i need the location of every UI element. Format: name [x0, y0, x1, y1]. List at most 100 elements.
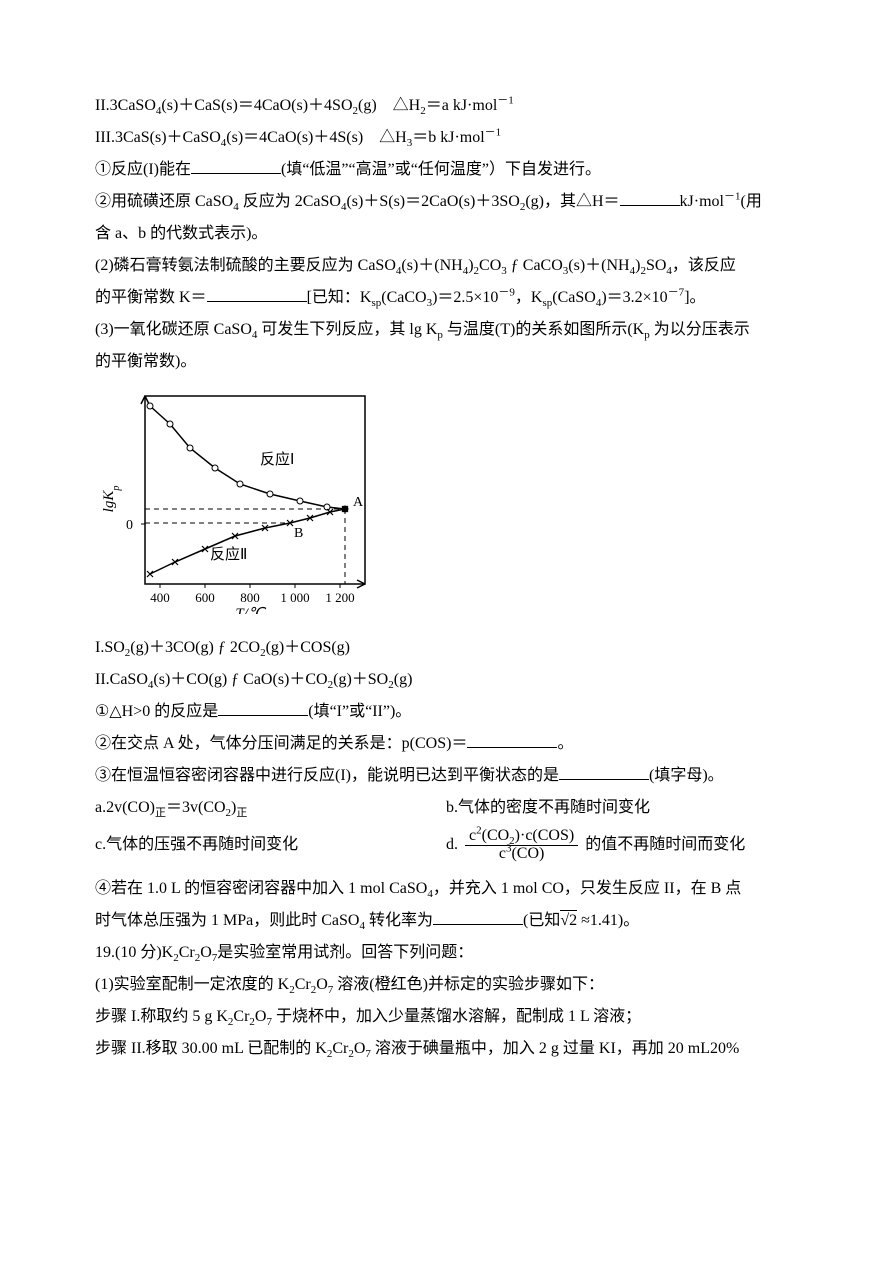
s: －9: [498, 287, 515, 299]
t: ＝a kJ·mol: [426, 97, 498, 114]
line-19: 19.(10 分)K2Cr2O7是实验室常用试剂。回答下列问题：: [95, 937, 797, 969]
s: 正: [236, 807, 247, 819]
t: 19.(10 分)K: [95, 944, 173, 961]
figure-kp-vs-T: 0lgKp4006008001 0001 200T/℃反应Ⅰ反应ⅡAB: [95, 384, 797, 626]
t: ＝b kJ·mol: [412, 129, 484, 146]
svg-text:B: B: [294, 526, 303, 541]
t: 反应为 2CaSO: [239, 193, 341, 210]
s: －1: [497, 95, 514, 107]
t: (g) △H: [358, 97, 420, 114]
t: 是实验室常用试剂。回答下列问题：: [217, 944, 473, 961]
t: ④若在 1.0 L 的恒容密闭容器中加入 1 mol CaSO: [95, 880, 427, 897]
t: ≈1.41)。: [577, 912, 639, 929]
t: II.CaSO: [95, 671, 148, 688]
t: (CO: [482, 827, 510, 844]
t: 。: [557, 735, 573, 752]
line-q31: ①△H>0 的反应是 (填“I”或“II”)。: [95, 696, 797, 728]
t: (s)＋(NH: [401, 257, 462, 274]
t: II.3CaSO: [95, 97, 156, 114]
t: 步骤 II.移取 30.00 mL 已配制的 K: [95, 1040, 327, 1057]
t: d.: [446, 836, 458, 853]
svg-text:lgKp: lgKp: [101, 486, 122, 513]
svg-text:A: A: [353, 495, 364, 510]
exam-page: II.3CaSO4(s)＋CaS(s)＝4CaO(s)＋4SO2(g) △H2＝…: [0, 0, 892, 1262]
t: O: [200, 944, 212, 961]
s: 正: [155, 807, 166, 819]
t: ③在恒温恒容密闭容器中进行反应(I)，能说明已达到平衡状态的是: [95, 767, 559, 784]
t: (CO): [511, 845, 544, 862]
t: c: [499, 845, 506, 862]
t: 步骤 I.称取约 5 g K: [95, 1008, 228, 1025]
s: －7: [668, 287, 685, 299]
t: b.气体的密度不再随时间变化: [446, 799, 650, 816]
line-q34b: 时气体总压强为 1 MPa，则此时 CaSO4 转化率为(已知√2 ≈1.41)…: [95, 905, 797, 937]
t: ①△H>0 的反应是: [95, 703, 218, 720]
line-part2a: (2)磷石膏转氨法制硫酸的主要反应为 CaSO4(s)＋(NH4)2CO3 ƒ …: [95, 250, 797, 282]
t: (填“低温”“高温”或“任何温度”）下自发进行。: [281, 161, 601, 178]
t: )＝2.5×10: [432, 289, 498, 306]
t: 溶液(橙红色)并标定的实验步骤如下：: [333, 976, 604, 993]
options-ab: a.2v(CO)正＝3v(CO2)正 b.气体的密度不再随时间变化: [95, 792, 797, 824]
blank: [207, 285, 307, 302]
blank: [218, 699, 308, 716]
line-rxnI: I.SO2(g)＋3CO(g) ƒ 2CO2(g)＋COS(g): [95, 632, 797, 664]
blank: [433, 908, 523, 925]
t: Cr: [295, 976, 311, 993]
s: sp: [371, 297, 381, 309]
line-part3b: 的平衡常数)。: [95, 346, 797, 378]
line-rxnII: II.CaSO4(s)＋CO(g) ƒ CaO(s)＋CO2(g)＋SO2(g): [95, 664, 797, 696]
t: (g)＋COS(g): [266, 639, 350, 656]
s: －1: [485, 127, 502, 139]
svg-text:反应Ⅰ: 反应Ⅰ: [260, 450, 294, 468]
t: (g)，其△H＝: [525, 193, 619, 210]
line-19-1: (1)实验室配制一定浓度的 K2Cr2O7 溶液(橙红色)并标定的实验步骤如下：: [95, 969, 797, 1001]
options-cd: c.气体的压强不再随时间变化 d. c2(CO2)·c(COS) c3(CO) …: [95, 828, 797, 863]
line-part2b: 的平衡常数 K＝[已知：Ksp(CaCO3)＝2.5×10－9，Ksp(CaSO…: [95, 282, 797, 314]
opt-c: c.气体的压强不再随时间变化: [95, 829, 446, 861]
t: 时气体总压强为 1 MPa，则此时 CaSO: [95, 912, 359, 929]
t: (g)＋SO: [333, 671, 388, 688]
t: 可发生下列反应，其 lg K: [257, 321, 437, 338]
t: (2)磷石膏转氨法制硫酸的主要反应为 CaSO: [95, 257, 396, 274]
svg-text:反应Ⅱ: 反应Ⅱ: [210, 545, 247, 563]
blank: [559, 763, 649, 780]
t: a.2v(CO): [95, 799, 155, 816]
t: (g)＋3CO(g) ƒ 2CO: [130, 639, 260, 656]
line-II-eq: II.3CaSO4(s)＋CaS(s)＝4CaO(s)＋4SO2(g) △H2＝…: [95, 90, 797, 122]
opt-d: d. c2(CO2)·c(COS) c3(CO) 的值不再随时间而变化: [446, 828, 797, 863]
line-q33: ③在恒温恒容密闭容器中进行反应(I)，能说明已达到平衡状态的是(填字母)。: [95, 760, 797, 792]
line-III-eq: III.3CaS(s)＋CaSO4(s)＝4CaO(s)＋4S(s) △H3＝b…: [95, 122, 797, 154]
t: ＝3v(CO: [166, 799, 226, 816]
t: (s)＋CaS(s)＝4CaO(s)＋4SO: [161, 97, 352, 114]
t: (1)实验室配制一定浓度的 K: [95, 976, 289, 993]
t: (填“I”或“II”)。: [308, 703, 411, 720]
line-q2a: ②用硫磺还原 CaSO4 反应为 2CaSO4(s)＋S(s)＝2CaO(s)＋…: [95, 186, 797, 218]
t: 的平衡常数 K＝: [95, 289, 207, 306]
t: (s)＋S(s)＝2CaO(s)＋3SO: [346, 193, 519, 210]
t: Cr: [233, 1008, 249, 1025]
t: Cr: [179, 944, 195, 961]
t: ②在交点 A 处，气体分压间满足的关系是：p(COS)＝: [95, 735, 467, 752]
t: (g): [394, 671, 413, 688]
s: －1: [724, 191, 741, 203]
t: 于烧杯中，加入少量蒸馏水溶解，配制成 1 L 溶液；: [272, 1008, 641, 1025]
t: 为以分压表示: [650, 321, 750, 338]
t: (3)一氧化碳还原 CaSO: [95, 321, 252, 338]
t: 与温度(T)的关系如图所示(K: [443, 321, 644, 338]
svg-text:600: 600: [195, 590, 215, 605]
t: [已知：K: [307, 289, 372, 306]
svg-text:1 000: 1 000: [280, 590, 309, 605]
t: ①反应(I)能在: [95, 161, 191, 178]
t: ，该反应: [672, 257, 736, 274]
t: (s)＝4CaO(s)＋4S(s) △H: [226, 129, 406, 146]
t: O: [316, 976, 328, 993]
t: Cr: [332, 1040, 348, 1057]
svg-text:T/℃: T/℃: [235, 606, 267, 614]
line-q32: ②在交点 A 处，气体分压间满足的关系是：p(COS)＝ 。: [95, 728, 797, 760]
line-stepI: 步骤 I.称取约 5 g K2Cr2O7 于烧杯中，加入少量蒸馏水溶解，配制成 …: [95, 1001, 797, 1033]
t: 溶液于碘量瓶中，加入 2 g 过量 KI，再加 20 mL20%: [371, 1040, 739, 1057]
blank: [191, 157, 281, 174]
t: 转化率为: [365, 912, 433, 929]
t: (已知: [523, 912, 560, 929]
t: 的平衡常数)。: [95, 353, 196, 370]
